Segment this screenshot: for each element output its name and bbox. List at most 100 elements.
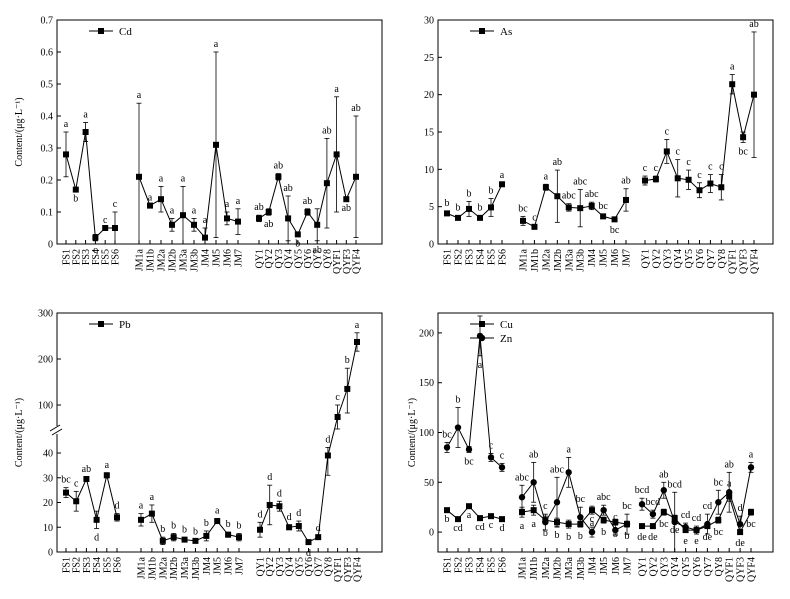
data-point-zn [649,510,657,518]
significance-label: a [137,90,142,101]
x-tick-label: FS3 [82,557,93,573]
y-tick-label: 0 [429,528,434,539]
x-tick-label: QY7 [313,249,324,268]
significance-label: a [749,449,754,460]
legend-label: Pb [119,319,131,331]
data-point-pb [257,526,263,533]
significance-label: c [532,212,537,223]
x-tick-label: QY4 [285,557,296,576]
x-tick-label: QY3 [274,249,285,268]
significance-label: abc [550,464,564,475]
data-point-as [623,196,629,203]
significance-label: bcd [635,485,649,496]
significance-label: abc [585,189,599,200]
x-tick-label: QYF3 [342,249,353,274]
significance-label: b [445,198,450,209]
data-point-cu [444,507,450,514]
data-point-cd [275,173,282,180]
data-point-pb [266,501,273,508]
significance-label: bc [738,146,748,157]
significance-label: c [675,147,680,158]
significance-label: d [94,532,99,543]
significance-label: a [148,193,153,204]
x-tick-label: QY7 [703,557,714,576]
data-point-as [554,193,561,200]
data-point-pb [170,534,177,541]
data-point-as [652,176,659,183]
x-tick-label: QYF4 [352,249,363,274]
x-tick-label: JM3b [576,557,587,580]
data-point-pb [295,523,302,530]
significance-label: bc [464,456,474,467]
y-tick-label: 100 [419,428,434,439]
x-tick-label: JM1a [519,248,530,271]
x-tick-label: FS3 [465,557,476,573]
x-tick-label: FS1 [62,249,73,265]
data-point-as [542,184,549,191]
y-tick-label: 5 [429,202,434,213]
x-tick-label: JM7 [622,249,633,267]
significance-label: c [654,163,659,174]
significance-label: b [73,194,78,205]
y-tick-label: 10 [424,165,434,176]
significance-label: c [103,215,108,226]
data-point-as [685,176,692,183]
significance-label: ab [529,449,538,460]
data-point-pb [93,516,100,523]
x-tick-label: JM7 [234,249,245,267]
significance-label: ab [724,459,733,470]
significance-label: a [730,62,735,73]
x-tick-label: QY8 [322,249,333,268]
significance-label: b [160,524,165,535]
x-tick-label: QY6 [304,557,315,576]
data-point-as [600,213,607,220]
axis-break-mark [49,424,61,432]
x-tick-label: QYF1 [332,249,343,274]
chart-panel-cd: 0 0.1 0.2 0.3 0.4 0.5 0.6 0.7 Content/(μg·L⁻¹) Cd… [14,16,383,274]
data-point-cu [660,509,667,516]
data-point-cd [136,173,142,180]
data-point-as [729,81,736,88]
data-point-cu [488,513,494,520]
data-point-cd [92,234,99,241]
y-tick-label: 200 [38,355,53,366]
significance-label: bc [746,519,756,530]
significance-label: ab [303,196,312,207]
data-point-zn [565,469,572,476]
x-tick-label: FS4 [476,249,487,265]
y-tick-label: 100 [38,401,53,412]
x-tick-label: JM3b [191,557,202,580]
legend-marker [479,321,485,327]
data-point-cu [649,523,656,530]
x-tick-label: QYF3 [739,249,750,274]
data-point-zn [715,499,722,506]
y-tick-label: 200 [419,328,434,339]
significance-label: a [520,521,525,532]
x-tick-label: JM3a [564,556,575,579]
y-tick-label: 0.1 [41,208,54,219]
significance-label: c [719,162,724,173]
significance-label: b [345,355,350,366]
y-tick-label: 20 [424,90,434,101]
data-point-as [531,223,538,230]
x-tick-label: FS5 [101,249,112,265]
data-point-pb [214,518,221,525]
data-point-as [477,214,483,221]
y-tick-label: 300 [38,309,53,320]
significance-label: ab [749,19,758,30]
data-point-cd [147,202,153,209]
data-point-cd [213,141,219,148]
data-point-zn [704,520,711,528]
significance-label: c [500,450,505,461]
significance-label: d [325,434,330,445]
x-tick-label: JM4 [202,557,213,575]
significance-label: bc [442,429,452,440]
significance-label: d [277,488,282,499]
data-point-as [674,175,681,182]
significance-label: de [735,538,745,549]
significance-label: d [258,509,263,520]
significance-label: e [683,536,688,547]
y-tick-label: 0.6 [41,48,54,59]
significance-label: cd [703,501,712,512]
data-point-as [565,204,572,211]
